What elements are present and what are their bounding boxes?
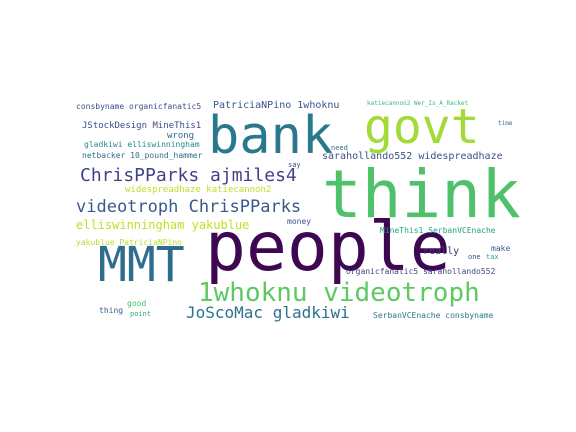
word: netbacker 10_pound_hammer (82, 151, 203, 160)
word: say (288, 161, 301, 169)
word: SerbanVCEnache consbyname (373, 311, 494, 320)
word: need (331, 144, 348, 152)
word: JoScoMac gladkiwi (186, 303, 350, 322)
word: time (498, 120, 513, 127)
word: one (468, 253, 481, 261)
word: organicfanatic5 sarahollando552 (346, 267, 496, 276)
word: PatriciaNPino 1whoknu (213, 100, 340, 111)
word: thing (99, 306, 124, 315)
word: think (322, 156, 520, 233)
word: katiecannon2 Wer_Is_A_Racket (367, 100, 469, 107)
word: MMT (98, 237, 185, 293)
word-cloud: think people bank govt MMT 1whoknu video… (70, 97, 520, 333)
word: 1whoknu videotroph (198, 278, 480, 308)
word: sarahollando552 widespreadhaze (322, 151, 503, 162)
word: gladkiwi elliswinningham (84, 140, 200, 149)
word: really (423, 246, 460, 257)
word: videotroph ChrisPParks (76, 197, 302, 217)
word: consbyname organicfanatic5 (76, 102, 202, 111)
word: tax (486, 253, 499, 261)
word: bank (208, 106, 334, 166)
word: MineThis1 SerbanVCEnache (380, 226, 496, 235)
word: govt (364, 99, 480, 155)
word: people (205, 208, 451, 287)
word: money (287, 217, 312, 226)
word: make (491, 244, 511, 253)
word: JStockDesign MineThis1 (82, 121, 202, 131)
word: elliswinningham yakublue (76, 218, 250, 232)
word: ChrisPParks ajmiles4 (80, 165, 297, 186)
word: good (127, 299, 147, 308)
word: wrong (167, 131, 195, 141)
word: point (130, 310, 152, 318)
word: yakublue PatriciaNPino (76, 238, 182, 247)
word: widespreadhaze katiecannon2 (125, 185, 272, 195)
